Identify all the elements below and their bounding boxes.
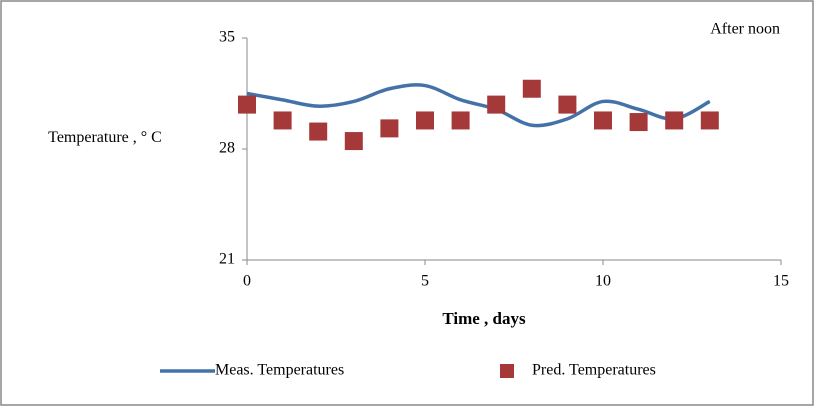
marker — [451, 111, 470, 130]
x-tick-label: 10 — [595, 273, 611, 290]
marker — [380, 119, 399, 138]
y-tick-label: 35 — [219, 29, 235, 46]
marker — [629, 113, 648, 132]
marker — [558, 95, 577, 114]
x-tick-label: 15 — [773, 273, 789, 290]
x-tick-label: 0 — [243, 273, 251, 290]
y-tick-label: 28 — [219, 140, 235, 157]
x-axis-label: Time , days — [442, 309, 526, 328]
legend-swatch — [500, 364, 514, 378]
marker — [309, 122, 328, 141]
marker — [487, 95, 506, 114]
marker — [238, 95, 256, 114]
legend-label: Pred. Temperatures — [532, 362, 656, 379]
marker — [273, 111, 292, 130]
legend-label: Meas. Temperatures — [215, 362, 344, 379]
x-tick-label: 5 — [421, 273, 429, 290]
line — [246, 83, 711, 128]
marker — [665, 111, 684, 130]
marker — [416, 111, 434, 130]
y-tick-label: 21 — [219, 251, 235, 268]
y-axis-label: Temperature , ° C — [48, 129, 162, 146]
marker — [522, 79, 541, 98]
marker — [594, 111, 612, 130]
marker — [700, 111, 719, 130]
annotation: After noon — [710, 21, 780, 38]
marker — [344, 132, 363, 151]
